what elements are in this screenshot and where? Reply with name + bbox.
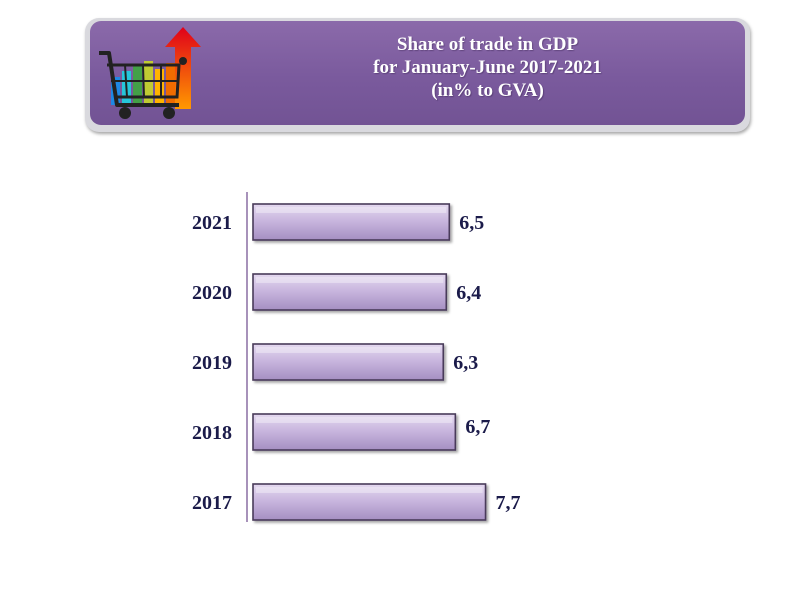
title-banner-inner: Share of trade in GDP for January-June 2… — [90, 21, 745, 125]
category-label-2021: 2021 — [192, 212, 232, 234]
value-label-2021: 6,5 — [459, 212, 484, 234]
title-line-1: Share of trade in GDP — [396, 34, 579, 55]
bars-layer: 2021 6,5 2020 6,4 2019 6,3 2018 6,7 2017 7,7 — [192, 203, 521, 521]
value-label-2017: 7,7 — [496, 492, 521, 514]
category-label-2017: 2017 — [192, 492, 232, 514]
category-label-2018: 2018 — [192, 422, 232, 444]
category-label-2020: 2020 — [192, 282, 232, 304]
bar-highlight-2017 — [256, 487, 483, 493]
value-label-2020: 6,4 — [456, 282, 481, 304]
shopping-cart-growth-icon — [99, 27, 201, 119]
bar-highlight-2019 — [256, 347, 441, 353]
bar-2019 — [252, 343, 445, 381]
bar-2017 — [252, 483, 487, 521]
bar-highlight-2020 — [256, 277, 444, 283]
bar-2020 — [252, 273, 448, 311]
title-banner: Share of trade in GDP for January-June 2… — [85, 18, 750, 132]
bar-highlight-2018 — [256, 417, 453, 423]
value-label-2018: 6,7 — [465, 416, 490, 438]
bar-2021 — [252, 203, 451, 241]
chart-title: Share of trade in GDP for January-June 2… — [240, 33, 735, 102]
bar-2018 — [252, 413, 457, 451]
title-line-3: (in% to GVA) — [431, 80, 544, 101]
bar-highlight-2021 — [256, 207, 447, 213]
category-label-2019: 2019 — [192, 352, 232, 374]
title-line-2: for January-June 2017-2021 — [373, 57, 602, 78]
value-label-2019: 6,3 — [453, 352, 478, 374]
